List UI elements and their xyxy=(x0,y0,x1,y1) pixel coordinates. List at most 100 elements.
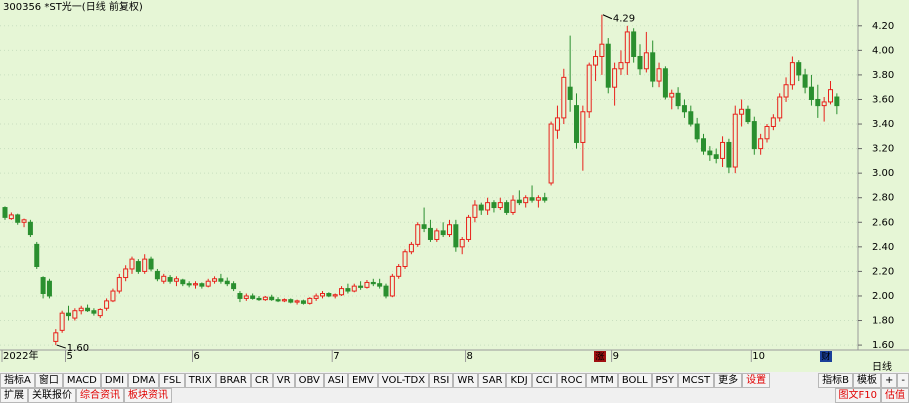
annotation-label: 1.60 xyxy=(67,343,89,354)
toolbar-button[interactable]: 图文F10 xyxy=(834,388,881,403)
toolbar-button[interactable]: BRAR xyxy=(215,373,251,388)
candle-body xyxy=(339,288,345,296)
candle-body xyxy=(180,279,186,285)
candle-body xyxy=(529,197,535,201)
candle-body xyxy=(681,105,687,113)
candle-body xyxy=(440,230,446,236)
toolbar-button[interactable]: MCST xyxy=(678,373,715,388)
candle-body xyxy=(421,224,427,229)
toolbar-button[interactable]: FSL xyxy=(159,373,185,388)
candle-body xyxy=(262,296,268,301)
toolbar-button[interactable]: WR xyxy=(453,373,479,388)
y-tick-label: 2.60 xyxy=(872,217,894,228)
candle-body xyxy=(148,258,154,270)
period-label: 日线 xyxy=(872,360,892,372)
candle-body xyxy=(377,283,383,287)
toolbar-button[interactable]: MACD xyxy=(62,373,101,388)
x-axis-background xyxy=(0,350,858,372)
toolbar-button[interactable]: SAR xyxy=(478,373,507,388)
toolbar-button[interactable]: 关联报价 xyxy=(28,388,76,403)
candle-body xyxy=(459,238,465,248)
toolbar-button[interactable]: BOLL xyxy=(617,373,652,388)
candle-body xyxy=(345,288,351,292)
toolbar-button[interactable]: MTM xyxy=(586,373,618,388)
x-tick-label: 8 xyxy=(467,351,473,362)
candle-body xyxy=(802,74,808,88)
candle-body xyxy=(288,299,294,303)
event-icon xyxy=(594,351,606,362)
candle-body xyxy=(294,300,300,303)
candle-body xyxy=(586,64,592,113)
candle-body xyxy=(358,285,364,288)
toolbar-button[interactable]: TRIX xyxy=(184,373,216,388)
toolbar-button[interactable]: VOL-TDX xyxy=(377,373,430,388)
candle-body xyxy=(504,202,510,213)
toolbar-button[interactable]: 模板 xyxy=(853,373,881,388)
candle-body xyxy=(78,307,84,312)
toolbar-button[interactable]: KDJ xyxy=(506,373,532,388)
candle-body xyxy=(326,293,332,297)
toolbar-button[interactable]: OBV xyxy=(294,373,324,388)
candle-body xyxy=(104,300,110,309)
candle-body xyxy=(656,68,662,82)
toolbar-button[interactable]: ASI xyxy=(323,373,348,388)
candle-body xyxy=(142,258,148,272)
candle-body xyxy=(364,281,370,288)
toolbar-button[interactable]: + xyxy=(881,373,898,388)
info-bar: 扩展 关联报价 综合资讯 板块资讯 图文F10 估值 xyxy=(0,388,909,403)
candle-body xyxy=(186,283,192,286)
candle-body xyxy=(275,299,281,302)
candle-body xyxy=(281,299,287,302)
toolbar-button[interactable]: 指标B xyxy=(818,373,853,388)
y-tick-label: 3.80 xyxy=(872,70,894,81)
candle-body xyxy=(231,283,237,290)
candle-body xyxy=(593,55,599,66)
candle-body xyxy=(745,108,751,123)
toolbar-button[interactable]: 窗口 xyxy=(34,373,63,388)
x-tick-label: 6 xyxy=(194,351,200,362)
candle-body xyxy=(618,62,624,70)
toolbar-button[interactable]: 综合资讯 xyxy=(76,388,124,403)
toolbar-button[interactable]: 更多 xyxy=(714,373,743,388)
y-tick-label: 2.00 xyxy=(872,291,894,302)
candle-body xyxy=(764,125,770,140)
candle-body xyxy=(726,141,732,168)
x-tick-label: 9 xyxy=(613,351,619,362)
candle-body xyxy=(548,123,554,184)
candle-body xyxy=(370,281,376,285)
toolbar-button[interactable]: RSI xyxy=(429,373,454,388)
candle-body xyxy=(599,43,605,57)
toolbar-button[interactable]: CCI xyxy=(531,373,557,388)
candle-body xyxy=(161,275,167,282)
candle-body xyxy=(2,207,8,218)
toolbar-button[interactable]: DMI xyxy=(100,373,129,388)
candle-body xyxy=(243,295,249,299)
candle-body xyxy=(720,141,726,159)
candle-body xyxy=(777,96,783,119)
candle-body xyxy=(485,202,491,211)
button-group: 指标B 模板 + - xyxy=(818,373,909,388)
toolbar-button[interactable]: ROC xyxy=(556,373,587,388)
toolbar-button[interactable]: - xyxy=(897,373,909,388)
toolbar-button[interactable]: 设置 xyxy=(742,373,771,388)
candle-body xyxy=(307,297,313,304)
candle-body xyxy=(478,204,484,211)
toolbar-button[interactable]: EMV xyxy=(347,373,378,388)
candle-body xyxy=(193,283,198,286)
toolbar-button[interactable]: CR xyxy=(250,373,273,388)
toolbar-button[interactable]: 扩展 xyxy=(0,388,28,403)
y-tick-label: 3.60 xyxy=(872,94,894,105)
candle-body xyxy=(796,62,802,76)
chart: 300356 *ST光一(日线 前复权) 日线 1.60 1.80 2.00 2.20… xyxy=(0,0,909,372)
toolbar-button[interactable]: 板块资讯 xyxy=(124,388,172,403)
toolbar-button[interactable]: DMA xyxy=(128,373,160,388)
toolbar-button[interactable]: PSY xyxy=(651,373,679,388)
toolbar-button[interactable]: 指标A xyxy=(0,373,35,388)
toolbar-button[interactable]: 估值 xyxy=(881,388,909,403)
candle-body xyxy=(701,138,706,152)
candle-body xyxy=(135,261,141,272)
toolbar-button[interactable]: VR xyxy=(272,373,295,388)
candle-body xyxy=(8,214,14,220)
x-tick-label: 5 xyxy=(67,351,73,362)
candle-body xyxy=(110,290,116,302)
